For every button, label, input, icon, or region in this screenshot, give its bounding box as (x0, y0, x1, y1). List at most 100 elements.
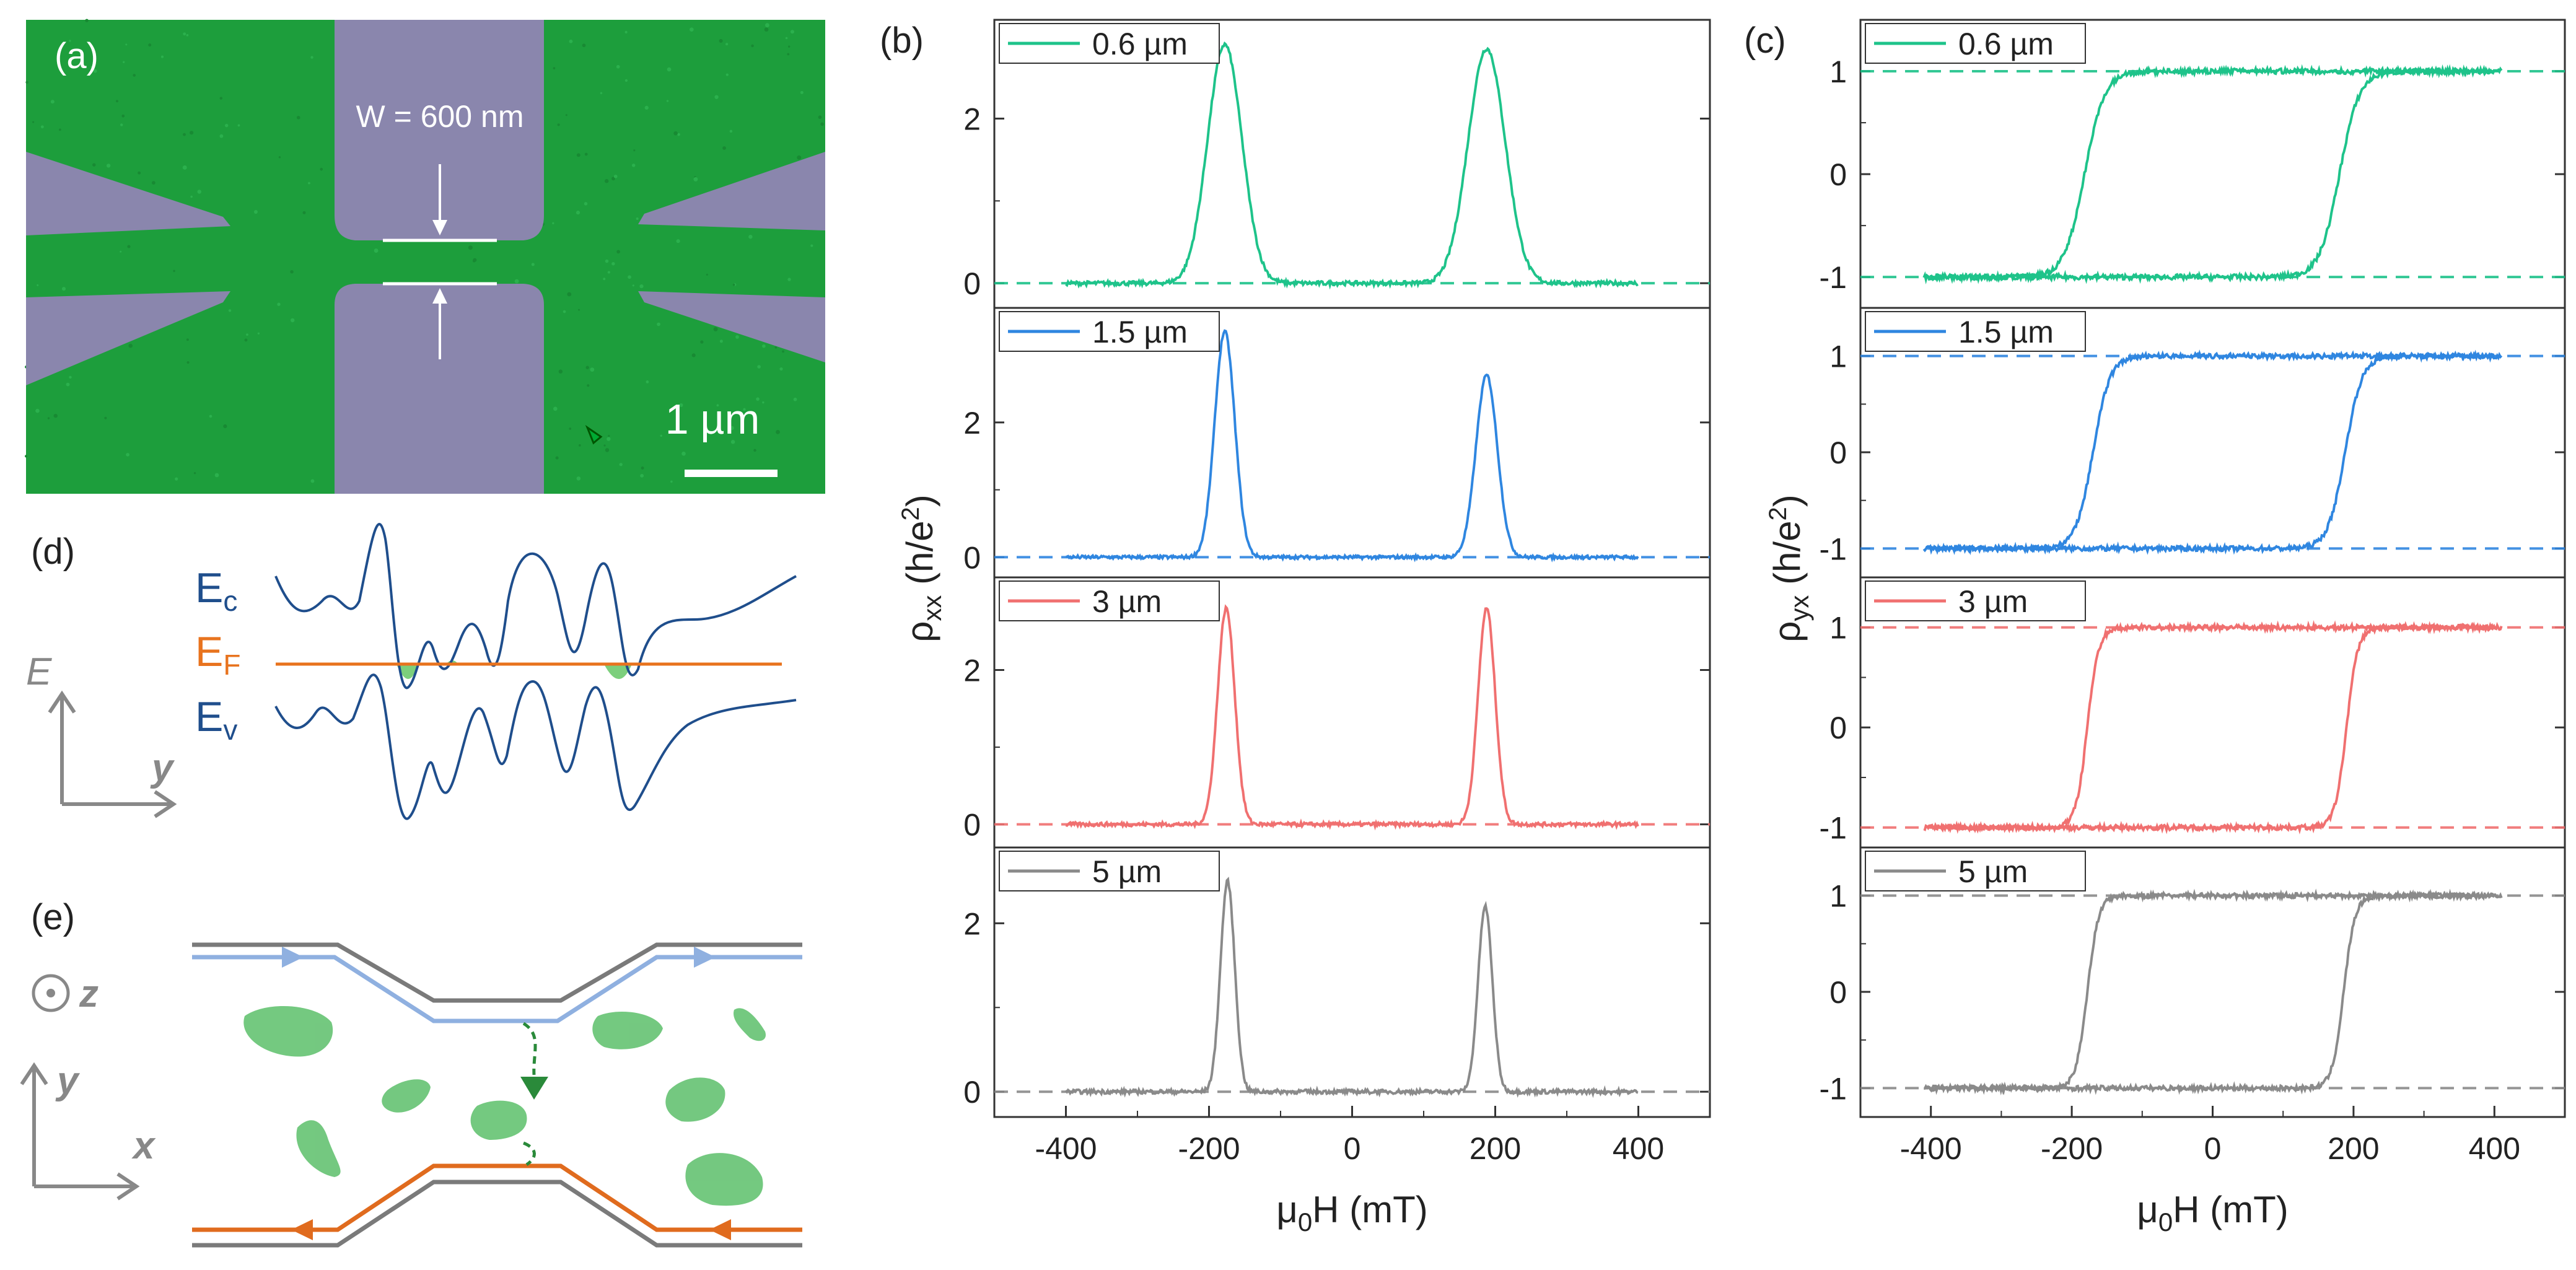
sem-grain (93, 69, 97, 73)
sem-grain (679, 403, 683, 408)
subplot-1.5-µm: 0 2 1.5 µm (963, 307, 1710, 575)
sem-grain (810, 244, 813, 247)
sem-grain (47, 417, 50, 419)
sem-grain (120, 123, 123, 126)
sem-grain (557, 123, 560, 126)
x-tick-label: 0 (1344, 1131, 1361, 1166)
sem-grain (666, 100, 669, 102)
e-bottom-arrow-right (709, 1219, 731, 1240)
sem-grain (587, 384, 590, 387)
sem-grain (719, 339, 723, 343)
sem-grain (24, 455, 28, 458)
sem-grain (66, 382, 70, 387)
sem-grain (757, 365, 761, 369)
sem-grain (725, 43, 729, 46)
sem-grain (788, 45, 791, 48)
sem-grain (89, 70, 92, 72)
y-tick-label: 1 (1829, 339, 1847, 374)
sem-grain (92, 163, 96, 167)
sem-grain (214, 473, 219, 478)
sem-grain (237, 124, 240, 127)
sem-grain (473, 258, 477, 262)
sem-grain (743, 408, 746, 411)
sem-grain (563, 310, 566, 313)
scale-label: 1 µm (665, 396, 760, 443)
sem-grain (148, 43, 152, 47)
sem-grain (175, 477, 178, 481)
x-tick-label: 0 (2204, 1131, 2222, 1166)
legend-label: 5 µm (1092, 854, 1162, 889)
sem-grain (127, 245, 131, 248)
rhoyx-up-sweep (1930, 621, 2503, 834)
sem-grain (567, 292, 572, 297)
sem-grain (302, 211, 306, 214)
sem-bottom-pad (335, 284, 544, 494)
panel-d: (d) E y Ec EF Ev (26, 523, 797, 820)
sem-grain (644, 105, 649, 110)
sem-grain (224, 123, 229, 128)
scale-bar (685, 470, 778, 477)
y-tick-label: 0 (1829, 975, 1847, 1010)
sem-grain (558, 369, 563, 374)
sem-grain (774, 346, 778, 349)
sem-grain (123, 61, 125, 63)
sem-grain (667, 67, 672, 72)
sem-grain (600, 92, 603, 95)
sem-grain (729, 426, 734, 431)
e-top-boundary (192, 942, 802, 1003)
width-arrow-down-head (432, 220, 447, 235)
e-axis-x-label: x (131, 1124, 156, 1167)
d-valence-band (274, 673, 797, 820)
sem-grain (782, 350, 784, 353)
rhoyx-down-sweep (1924, 888, 2495, 1096)
sem-grain (818, 115, 822, 119)
sem-grain (764, 27, 769, 32)
y-tick-label: -1 (1820, 260, 1847, 295)
rhoyx-up-sweep (1929, 64, 2503, 284)
sem-grain (186, 361, 190, 364)
rhoxx-curve (1065, 604, 1639, 831)
subplot-0.6-µm: 0 2 0.6 µm (963, 23, 1710, 301)
x-tick-label: -200 (2041, 1131, 2103, 1166)
y-tick-label: 2 (963, 102, 981, 136)
e-puddle-4 (470, 1100, 527, 1140)
y-tick-label: 2 (963, 906, 981, 941)
y-tick-label: 0 (1829, 711, 1847, 745)
y-tick-label: 0 (1829, 436, 1847, 470)
sem-grain (69, 375, 72, 379)
y-tick-label: 1 (1829, 879, 1847, 914)
sem-grain (138, 171, 141, 175)
sem-grain (607, 437, 611, 441)
y-tick-label: 2 (963, 406, 981, 440)
sem-defect (585, 424, 603, 445)
legend-label: 5 µm (1958, 854, 2028, 889)
sem-grain (125, 43, 128, 46)
sem-grain (584, 202, 588, 206)
sem-grain (565, 114, 567, 116)
rhoyx-up-sweep (1930, 351, 2503, 555)
sem-grain (722, 146, 726, 150)
sem-grain (753, 449, 756, 452)
y-tick-label: 0 (963, 1075, 981, 1110)
subplot-0.6-µm: -1 0 1 0.6 µm (1820, 23, 2565, 295)
sem-grain (820, 122, 824, 126)
y-tick-label: 2 (963, 653, 981, 688)
sem-grain (308, 182, 310, 185)
sem-grain (190, 131, 194, 135)
sem-grain (576, 211, 580, 215)
e-tunnel-path-top (522, 1022, 537, 1075)
sem-grain (636, 217, 639, 220)
sem-grain (640, 474, 644, 478)
sem-grain (725, 73, 729, 76)
e-puddle-8 (685, 1153, 763, 1206)
y-axis-label: ρyx (h/e2) (1764, 494, 1814, 642)
sem-grain (605, 448, 610, 452)
sem-grain (128, 343, 133, 348)
panel-e: (e) z y x (20, 897, 802, 1248)
sem-grain (611, 177, 615, 181)
sem-grain (92, 64, 95, 68)
e-top-edge-state (192, 955, 802, 1023)
sem-grain (183, 133, 186, 136)
plot-frame (1859, 19, 2566, 1118)
sem-grain (676, 239, 680, 243)
